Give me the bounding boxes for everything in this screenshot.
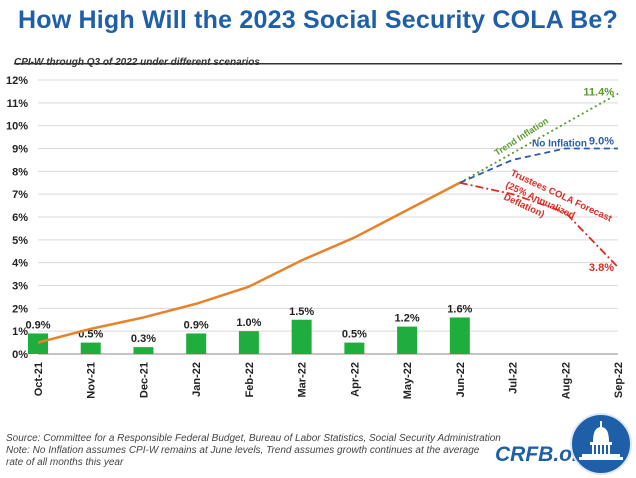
chart-subtitle: CPI-W through Q3 of 2022 under different…: [14, 57, 260, 68]
x-tick-label: Aug-22: [560, 362, 572, 399]
trend-end-label: 11.4%: [583, 87, 614, 99]
assumption-note: Note: No Inflation assumes CPI-W remains…: [6, 445, 480, 468]
bar: [291, 319, 312, 354]
y-tick-label: 10%: [6, 121, 28, 133]
trustees-scenario-line: [459, 181, 619, 268]
trend-inflation-label: Trend Inflation: [493, 116, 550, 158]
bar-value-label: 0.5%: [342, 329, 367, 341]
y-tick-label: 5%: [12, 235, 28, 247]
y-tick-label: 6%: [12, 212, 28, 224]
trend-scenario-line: [459, 92, 619, 184]
bar: [186, 333, 207, 354]
y-tick-label: 0%: [12, 349, 28, 361]
no_inflation-scenario-line: [459, 147, 618, 184]
bar: [344, 342, 365, 354]
bar-value-label: 1.6%: [447, 303, 472, 315]
y-tick-label: 8%: [12, 166, 28, 178]
bar: [397, 326, 418, 354]
y-tick-label: 2%: [12, 303, 28, 315]
x-tick-label: Jul-22: [508, 362, 520, 394]
bar-value-label: 1.0%: [236, 317, 261, 329]
bar-value-label: 0.9%: [184, 319, 209, 331]
x-tick-label: Mar-22: [297, 362, 309, 397]
bar: [133, 347, 154, 354]
bar: [449, 317, 470, 354]
y-tick-label: 7%: [12, 189, 28, 201]
cumulative-cpiw-line: [37, 181, 461, 344]
bar: [80, 342, 101, 354]
x-tick-label: May-22: [402, 362, 414, 399]
capitol-dome-icon: [570, 413, 632, 475]
bar-value-label: 1.5%: [289, 306, 314, 318]
x-tick-label: Dec-21: [138, 362, 150, 398]
source-note: Source: Committee for a Responsible Fede…: [6, 433, 501, 444]
y-tick-label: 1%: [12, 326, 28, 338]
bar-value-label: 1.2%: [395, 313, 420, 325]
trustees-end-label: 3.8%: [589, 262, 614, 274]
y-tick-label: 3%: [12, 281, 28, 293]
brand-link[interactable]: CRFB.org: [495, 443, 593, 466]
chart-title: How High Will the 2023 Social Security C…: [17, 6, 619, 34]
x-tick-label: Jan-22: [191, 362, 203, 397]
y-tick-label: 4%: [12, 258, 28, 270]
x-tick-label: Oct-21: [33, 362, 45, 396]
top-rule: [14, 63, 622, 65]
y-tick-label: 9%: [12, 144, 28, 156]
y-tick-label: 12%: [6, 75, 28, 87]
bar-value-label: 0.3%: [131, 333, 156, 345]
bar: [28, 333, 48, 354]
x-tick-label: Apr-22: [349, 362, 361, 397]
x-tick-label: Feb-22: [244, 362, 256, 397]
x-tick-label: Jun-22: [455, 362, 467, 397]
x-tick-label: Sep-22: [613, 362, 625, 398]
no-inflation-label: No Inflation: [532, 139, 587, 150]
bar-value-label: 0.9%: [25, 319, 50, 331]
x-tick-label: Nov-21: [86, 362, 98, 399]
bar: [238, 331, 259, 354]
no-inflation-end-label: 9.0%: [589, 136, 614, 148]
y-tick-label: 11%: [7, 98, 29, 110]
